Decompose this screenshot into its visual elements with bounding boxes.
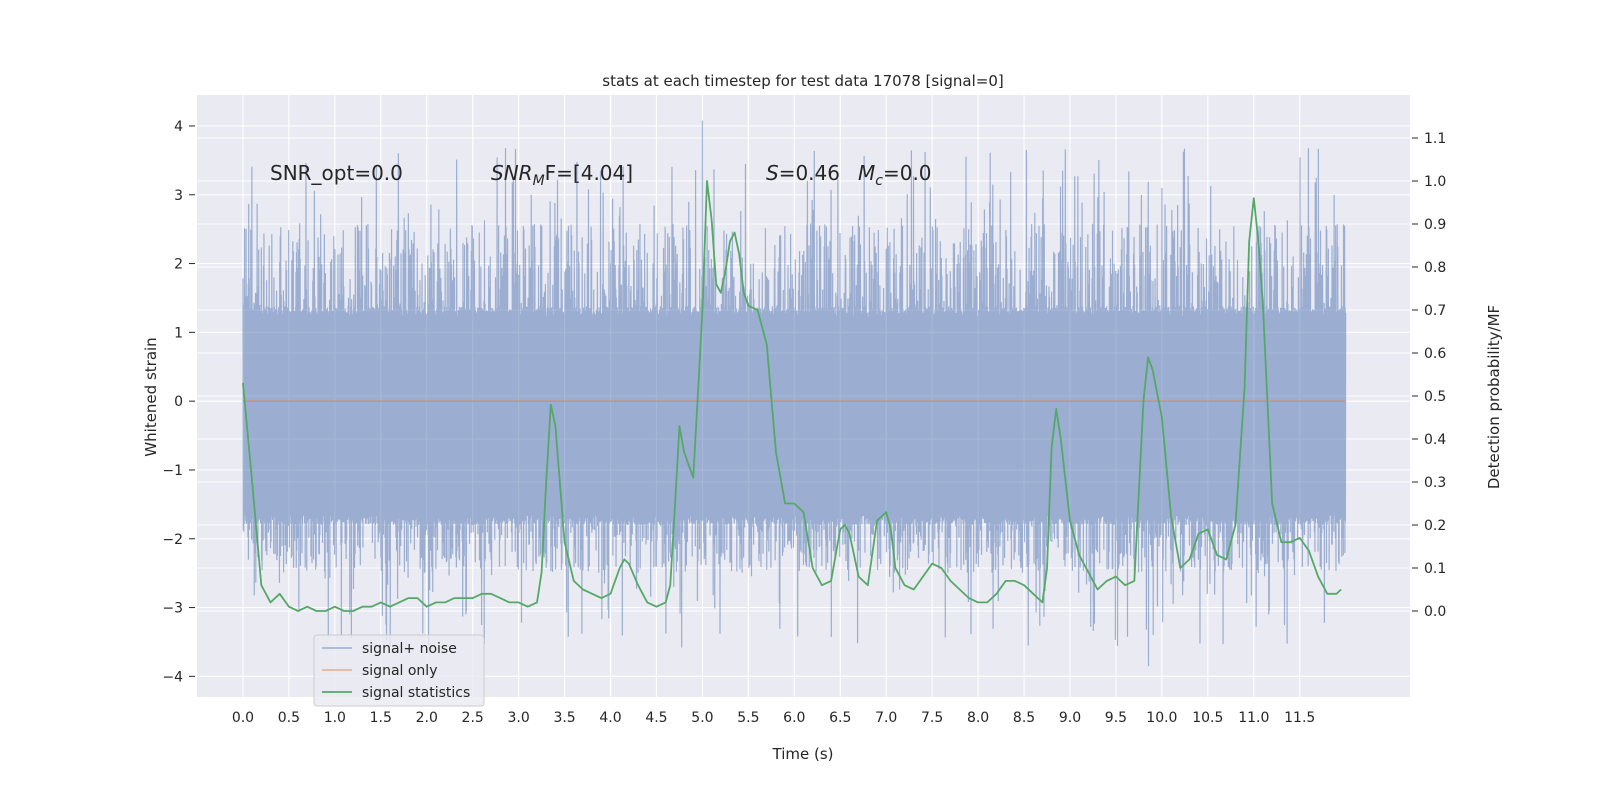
annotation-snr-mf-sub: M [533,173,545,189]
y-tick-label: 0 [174,394,183,410]
y2-tick-label: 0.9 [1424,217,1446,233]
x-tick-label: 8.5 [1013,710,1035,726]
y2-tick-label: 0.7 [1424,303,1446,319]
legend: signal+ noise signal only signal statist… [313,634,485,707]
y2-tick-label: 0.1 [1424,561,1446,577]
x-tick-label: 10.5 [1192,710,1223,726]
y-tick-label: 2 [174,257,183,273]
chart-title: stats at each timestep for test data 170… [602,72,1003,90]
y-tick-label: 3 [174,188,183,204]
x-tick-label: 9.0 [1059,710,1081,726]
x-tick-label: 6.0 [783,710,805,726]
x-tick-label: 3.0 [507,710,529,726]
x-tick-label: 11.0 [1238,710,1269,726]
legend-box [313,634,485,707]
annotation-snr-mf-value: F=[4.04] [545,161,633,185]
x-tick-label: 0.0 [232,710,254,726]
y2-tick-label: 0.6 [1424,346,1446,362]
x-tick-label: 7.0 [875,710,897,726]
y-tick-label: 4 [174,119,183,135]
x-axis-ticks: 0.0 0.5 1.0 1.5 2.0 2.5 3.0 3.5 4.0 4.5 5.0 5.5 6.0 6… [232,710,1315,726]
x-tick-label: 6.5 [829,710,851,726]
x-tick-label: 1.0 [324,710,346,726]
x-tick-label: 2.0 [416,710,438,726]
annotation-snr-mf-symbol: SNR [491,161,533,185]
y-tick-label: −3 [162,601,183,617]
legend-label-signal-noise: signal+ noise [362,641,457,657]
y2-tick-label: 1.1 [1424,131,1446,147]
x-tick-label: 7.5 [921,710,943,726]
x-tick-label: 3.5 [553,710,575,726]
y-tick-label: −1 [162,463,183,479]
y2-tick-label: 1.0 [1424,174,1446,190]
annotation-snr-mf: SNRMF=[4.04] [491,161,633,189]
x-tick-label: 10.0 [1146,710,1177,726]
y2-tick-label: 0.3 [1424,475,1446,491]
legend-label-signal-statistics: signal statistics [362,685,470,701]
y-tick-label: −2 [162,532,183,548]
signal-statistics-line [242,180,1342,612]
y2-axis-ticks: 1.1 1.0 0.9 0.8 0.7 0.6 0.5 0.4 0.3 0.2 0.1 0.0 [1412,131,1446,620]
y2-tick-label: 0.4 [1424,432,1446,448]
y-axis-label: Whitened strain [142,337,160,456]
y2-tick-label: 0.8 [1424,260,1446,276]
x-tick-label: 9.5 [1105,710,1127,726]
x-axis-label: Time (s) [772,745,834,763]
y-tick-label: −4 [162,669,183,685]
x-tick-label: 5.5 [737,710,759,726]
annotation-s-value: =0.46 [779,161,840,185]
y-axis-ticks: 4 3 2 1 0 −1 −2 −3 −4 [162,119,195,685]
annotations: SNR_opt=0.0 SNRMF=[4.04] S=0.46 Mc=0.0 [270,161,932,189]
annotation-mc-symbol: M [858,161,875,185]
x-tick-label: 2.5 [462,710,484,726]
annotation-snr-opt: SNR_opt=0.0 [270,161,403,185]
y2-tick-label: 0.5 [1424,389,1446,405]
y2-tick-label: 0.0 [1424,604,1446,620]
x-tick-label: 1.5 [370,710,392,726]
annotation-mc-sub: c [875,173,883,189]
y-tick-label: 1 [174,325,183,341]
x-tick-label: 5.0 [691,710,713,726]
x-tick-label: 4.0 [599,710,621,726]
x-tick-label: 0.5 [278,710,300,726]
x-tick-label: 4.5 [645,710,667,726]
x-tick-label: 8.0 [967,710,989,726]
annotation-s: S=0.46 [766,161,840,185]
annotation-mc: Mc=0.0 [858,161,932,189]
y2-tick-label: 0.2 [1424,518,1446,534]
signal-noise-line [242,120,1347,667]
annotation-mc-value: =0.0 [883,161,932,185]
y2-axis-label: Detection probability/MF [1485,305,1503,489]
x-tick-label: 11.5 [1284,710,1315,726]
signal-noise-series [242,120,1347,667]
legend-label-signal-only: signal only [362,663,437,679]
signal-statistics-series [242,180,1342,612]
annotation-s-symbol: S [766,161,779,185]
